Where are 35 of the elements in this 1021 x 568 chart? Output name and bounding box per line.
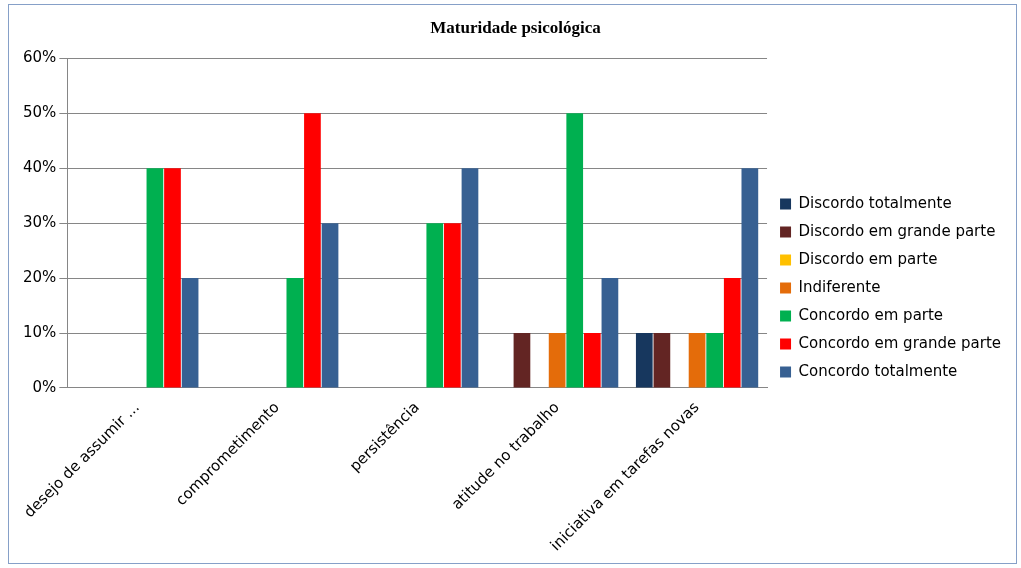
bar (583, 333, 601, 388)
legend-label: Concordo em parte (798, 305, 944, 324)
legend-label: Concordo em grande parte (798, 333, 1002, 352)
bar (688, 333, 706, 388)
bar (548, 333, 566, 388)
bar (181, 278, 199, 388)
bar (566, 113, 584, 388)
bar (653, 333, 671, 388)
bar (426, 223, 444, 388)
bar (601, 278, 619, 388)
y-tick-label: 60% (23, 48, 57, 67)
y-tick-label: 20% (23, 267, 57, 286)
bar (706, 333, 724, 388)
legend-label: Indiferente (798, 277, 881, 296)
bar (723, 278, 741, 388)
bar (635, 333, 653, 388)
bar (461, 168, 479, 388)
bar (321, 223, 339, 388)
bar (741, 168, 759, 388)
chart-title: Maturidade psicológica (430, 17, 602, 37)
bar (513, 333, 531, 388)
legend-label: Discordo totalmente (798, 193, 952, 212)
bar (164, 168, 181, 388)
bar (286, 278, 304, 388)
bar (444, 223, 461, 388)
legend-label: Discordo em parte (798, 249, 938, 268)
y-tick-label: 40% (23, 158, 57, 177)
y-tick-label: 30% (23, 213, 57, 232)
y-tick-label: 50% (23, 103, 57, 122)
y-tick-label: 10% (23, 322, 57, 341)
bar (304, 113, 321, 388)
legend-label: Discordo em grande parte (798, 221, 996, 240)
bar (146, 168, 164, 388)
legend-label: Concordo totalmente (798, 361, 958, 380)
y-tick-label: 0% (32, 377, 57, 396)
